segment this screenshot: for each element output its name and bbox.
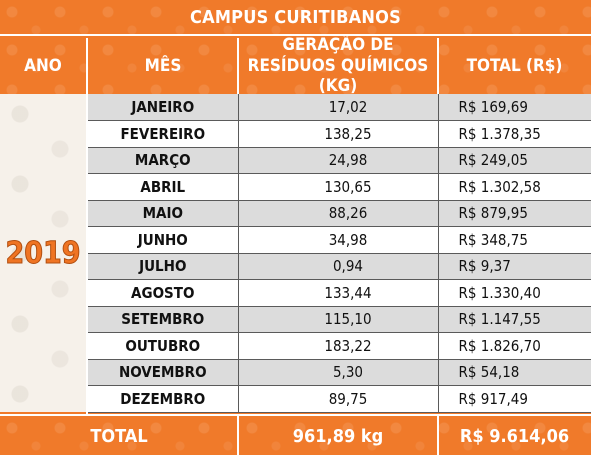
month-cell: ABRIL: [88, 173, 239, 201]
value-cell: R$ 1.147,55: [438, 306, 591, 333]
header-geracao: GERAÇÃO DE RESÍDUOS QUÍMICOS (KG): [238, 35, 438, 97]
value-cell: R$ 348,75: [438, 226, 591, 254]
kg-cell: 17,02: [238, 94, 439, 121]
month-cell: MARÇO: [88, 147, 239, 174]
value-cell: R$ 917,49: [438, 385, 591, 413]
header-mes-label: MÊS: [144, 55, 182, 76]
table-row: JUNHO 34,98 R$ 348,75: [88, 226, 591, 254]
table-row: NOVEMBRO 5,30 R$ 54,18: [88, 359, 591, 386]
value-cell: R$ 249,05: [438, 147, 591, 174]
table-row: ABRIL 130,65 R$ 1.302,58: [88, 173, 591, 201]
kg-cell: 0,94: [238, 253, 439, 280]
value-cell: R$ 54,18: [438, 359, 591, 386]
value-cell: R$ 879,95: [438, 200, 591, 227]
table-row: JANEIRO 17,02 R$ 169,69: [88, 94, 591, 121]
table-row: SETEMBRO 115,10 R$ 1.147,55: [88, 306, 591, 333]
total-value: R$ 9.614,06: [438, 416, 591, 457]
header-ano-label: ANO: [24, 55, 62, 76]
total-row: TOTAL 961,89 kg R$ 9.614,06: [0, 414, 591, 457]
value-cell: R$ 9,37: [438, 253, 591, 280]
month-cell: JANEIRO: [88, 94, 239, 121]
value-cell: R$ 169,69: [438, 94, 591, 121]
month-cell: DEZEMBRO: [88, 385, 239, 413]
divider-total-2: [437, 416, 439, 457]
month-cell: MAIO: [88, 200, 239, 227]
month-cell: JUNHO: [88, 226, 239, 254]
divider-ano: [86, 38, 88, 414]
kg-cell: 89,75: [238, 385, 439, 413]
header-mes: MÊS: [88, 38, 238, 94]
total-kg: 961,89 kg: [238, 416, 438, 457]
total-value-text: R$ 9.614,06: [459, 426, 570, 447]
header-geracao-line1: GERAÇÃO DE: [282, 35, 394, 56]
header-total: TOTAL (R$): [438, 38, 591, 94]
table-row: JULHO 0,94 R$ 9,37: [88, 253, 591, 280]
kg-cell: 183,22: [238, 332, 439, 360]
divider-total-1: [237, 416, 239, 457]
table-row: DEZEMBRO 89,75 R$ 917,49: [88, 385, 591, 413]
header-ano: ANO: [0, 38, 86, 94]
table-row: OUTUBRO 183,22 R$ 1.826,70: [88, 332, 591, 360]
table-row: MARÇO 24,98 R$ 249,05: [88, 147, 591, 174]
monthly-data-table: JANEIRO 17,02 R$ 169,69 FEVEREIRO 138,25 R$ 1…: [88, 94, 591, 413]
table-row: FEVEREIRO 138,25 R$ 1.378,35: [88, 120, 591, 148]
value-cell: R$ 1.826,70: [438, 332, 591, 360]
kg-cell: 34,98: [238, 226, 439, 254]
year-column: 2019: [0, 94, 86, 412]
kg-cell: 130,65: [238, 173, 439, 201]
table-title: CAMPUS CURITIBANOS: [0, 0, 591, 36]
month-cell: AGOSTO: [88, 279, 239, 307]
kg-cell: 138,25: [238, 120, 439, 148]
month-cell: OUTUBRO: [88, 332, 239, 360]
kg-cell: 115,10: [238, 306, 439, 333]
header-total-label: TOTAL (R$): [466, 55, 563, 76]
table-row: MAIO 88,26 R$ 879,95: [88, 200, 591, 227]
value-cell: R$ 1.330,40: [438, 279, 591, 307]
header-row: [0, 38, 591, 94]
value-cell: R$ 1.302,58: [438, 173, 591, 201]
year-label: 2019: [5, 235, 81, 271]
total-label: TOTAL: [0, 416, 238, 457]
header-geracao-line2: RESÍDUOS QUÍMICOS (KG): [247, 55, 429, 97]
divider-mes: [237, 38, 239, 94]
kg-cell: 24,98: [238, 147, 439, 174]
divider-geracao: [437, 38, 439, 94]
month-cell: NOVEMBRO: [88, 359, 239, 386]
value-cell: R$ 1.378,35: [438, 120, 591, 148]
month-cell: JULHO: [88, 253, 239, 280]
month-cell: SETEMBRO: [88, 306, 239, 333]
title-text: CAMPUS CURITIBANOS: [190, 6, 401, 28]
total-kg-text: 961,89 kg: [292, 426, 384, 447]
kg-cell: 88,26: [238, 200, 439, 227]
total-label-text: TOTAL: [90, 426, 148, 447]
kg-cell: 5,30: [238, 359, 439, 386]
month-cell: FEVEREIRO: [88, 120, 239, 148]
table-row: AGOSTO 133,44 R$ 1.330,40: [88, 279, 591, 307]
kg-cell: 133,44: [238, 279, 439, 307]
